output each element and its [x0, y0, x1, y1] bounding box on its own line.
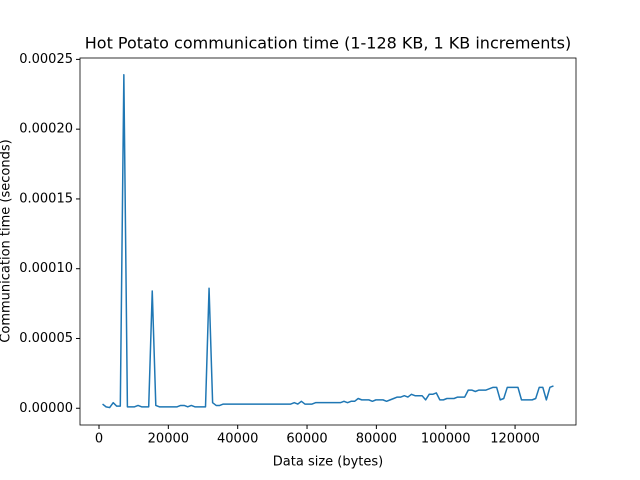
y-tick-label: 0.00000 — [19, 401, 73, 416]
x-tick-label: 60000 — [286, 432, 327, 447]
y-tick-label: 0.00020 — [19, 122, 73, 137]
data-line — [102, 74, 554, 409]
x-tick-label: 20000 — [148, 432, 189, 447]
y-tick-label: 0.00010 — [19, 261, 73, 276]
x-tick-label: 40000 — [217, 432, 258, 447]
y-tick-label: 0.00015 — [19, 191, 73, 206]
x-tick-label: 80000 — [356, 432, 397, 447]
x-tick-label: 120000 — [490, 432, 540, 447]
x-axis-label: Data size (bytes) — [273, 455, 383, 470]
y-axis-label: Communication time (seconds) — [0, 139, 14, 342]
x-tick-label: 100000 — [421, 432, 471, 447]
x-tick-label: 0 — [95, 432, 103, 447]
plot-frame — [79, 57, 577, 426]
y-tick-label: 0.00025 — [19, 52, 73, 67]
y-tick-label: 0.00005 — [19, 331, 73, 346]
chart-title: Hot Potato communication time (1-128 KB,… — [85, 34, 571, 53]
